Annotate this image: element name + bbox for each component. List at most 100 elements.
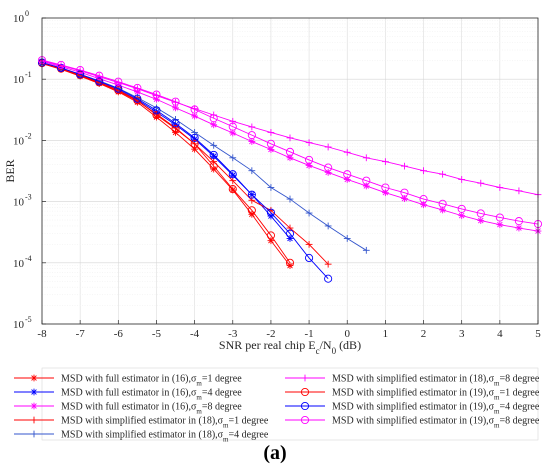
data-point <box>248 138 256 145</box>
y-tick-label: 10 <box>13 13 25 25</box>
data-point <box>496 184 504 191</box>
data-point <box>172 124 179 132</box>
data-point <box>285 258 295 267</box>
y-tick-label: 10 <box>13 197 25 209</box>
data-point <box>324 222 332 230</box>
x-tick-label: -5 <box>152 328 162 340</box>
y-tick-exponent: 0 <box>25 9 29 18</box>
x-tick-label: 1 <box>383 328 389 340</box>
data-point <box>305 155 314 164</box>
x-tick-label: -2 <box>266 328 275 340</box>
data-point <box>30 388 38 396</box>
data-point <box>210 141 218 149</box>
series-line <box>41 62 329 265</box>
data-point <box>133 83 142 92</box>
data-point <box>400 188 409 197</box>
data-point <box>30 402 38 410</box>
data-point <box>30 374 38 382</box>
data-point <box>152 106 161 115</box>
data-point <box>229 177 237 185</box>
figure-label: (a) <box>263 442 287 464</box>
data-point <box>95 71 104 80</box>
y-tick-label: 10 <box>13 258 25 270</box>
y-tick-exponent: -4 <box>25 254 32 263</box>
data-point <box>401 162 408 170</box>
y-tick-exponent: -5 <box>25 315 32 324</box>
data-point <box>419 195 428 204</box>
data-point <box>477 217 485 224</box>
data-point <box>30 416 38 424</box>
data-point <box>267 184 275 191</box>
data-point <box>267 129 275 136</box>
series <box>37 59 295 267</box>
legend-item: MSD with full estimator in (16),σm=1 deg… <box>14 374 242 388</box>
legend-label: MSD with simplified estimator in (19),σm… <box>332 402 540 416</box>
y-tick-label: 10 <box>13 135 25 147</box>
data-point <box>247 131 256 140</box>
data-point <box>515 187 523 195</box>
data-point <box>229 117 237 125</box>
data-point <box>191 112 199 120</box>
data-point <box>305 209 313 217</box>
legend-item: MSD with simplified estimator in (19),σm… <box>285 416 540 430</box>
data-point <box>171 119 180 128</box>
series-line <box>41 62 291 264</box>
data-point <box>343 170 352 179</box>
data-point <box>190 105 199 114</box>
data-point <box>229 129 237 137</box>
data-point <box>286 134 294 142</box>
data-point <box>362 176 371 185</box>
y-tick-label: 10 <box>13 74 25 86</box>
x-tick-label: 5 <box>535 328 541 340</box>
legend-label: MSD with full estimator in (16),σm=1 deg… <box>61 374 242 388</box>
data-point <box>514 217 523 226</box>
data-point <box>247 206 256 215</box>
x-tick-label: -7 <box>76 328 86 340</box>
data-point <box>458 212 466 220</box>
data-point <box>76 66 85 75</box>
data-point <box>343 148 351 156</box>
data-point <box>324 260 332 268</box>
data-point <box>362 246 370 254</box>
legend-label: MSD with simplified estimator in (19),σm… <box>332 388 540 402</box>
x-tick-label: 0 <box>344 328 350 340</box>
legend-label: MSD with simplified estimator in (18),σm… <box>61 416 269 430</box>
data-point <box>457 204 466 213</box>
x-tick-label: -1 <box>304 328 313 340</box>
data-point <box>210 158 218 166</box>
data-point <box>114 77 123 86</box>
data-point <box>209 162 218 171</box>
data-point <box>300 387 310 397</box>
series <box>37 56 543 229</box>
data-point <box>324 163 333 172</box>
x-tick-label: 3 <box>459 328 465 340</box>
series <box>37 58 333 283</box>
data-point <box>229 154 237 162</box>
x-tick-label: 4 <box>497 328 503 340</box>
data-point <box>190 133 199 142</box>
legend-item: MSD with simplified estimator in (19),σm… <box>285 402 540 416</box>
data-point <box>266 139 275 148</box>
data-point <box>496 221 504 229</box>
data-point <box>209 150 218 159</box>
data-point <box>172 104 179 112</box>
y-axis-label: BER <box>3 159 17 182</box>
x-tick-label: -4 <box>190 328 200 340</box>
data-point <box>305 253 314 263</box>
data-point <box>228 122 237 131</box>
x-axis-label: SNR per real chip Ec/N0 (dB) <box>219 338 361 356</box>
data-point <box>285 147 295 156</box>
data-point <box>228 170 237 179</box>
data-point <box>133 94 142 103</box>
data-point <box>266 208 275 217</box>
data-point <box>362 154 370 162</box>
data-point <box>266 231 275 240</box>
legend-label: MSD with full estimator in (16),σm=4 deg… <box>61 388 242 402</box>
data-point <box>381 158 389 166</box>
data-point <box>305 240 313 248</box>
data-point <box>305 139 313 147</box>
legend-item: MSD with full estimator in (16),σm=8 deg… <box>14 402 242 416</box>
data-point <box>381 183 390 192</box>
legend-item: MSD with full estimator in (16),σm=4 deg… <box>14 388 242 402</box>
